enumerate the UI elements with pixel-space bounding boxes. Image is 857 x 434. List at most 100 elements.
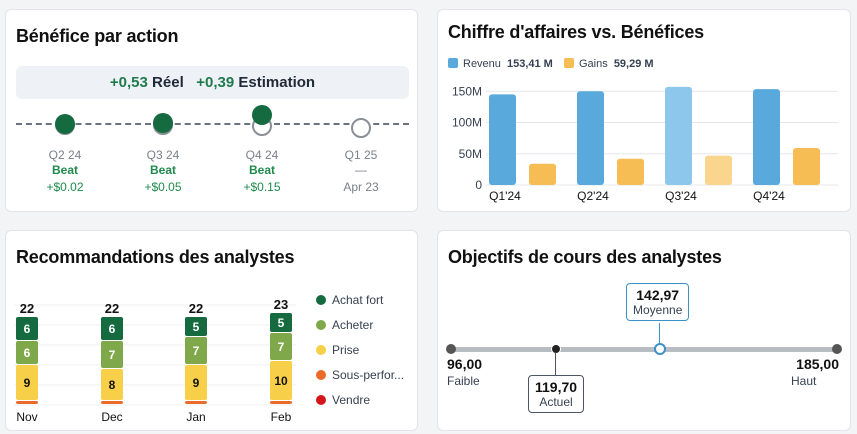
revenue-bar (577, 91, 604, 185)
eps-card: Bénéfice par action +0,53 Réel +0,39 Est… (5, 9, 418, 212)
eps-status: — (355, 163, 367, 177)
legend-underperform[interactable]: Sous-perfor... (316, 368, 404, 382)
eps-estimate-value: +0,39 (196, 74, 235, 91)
legend-label: Sous-perfor... (332, 368, 405, 382)
current-price-value: 119,70 (535, 379, 578, 395)
eps-quarter-q2[interactable]: Q2 24 Beat +$0.02 (30, 110, 100, 194)
segment-value: 10 (274, 374, 288, 388)
stack-segment (270, 333, 292, 360)
segment-value: 9 (193, 376, 200, 390)
eps-actual-marker (153, 113, 173, 133)
high-target-value: 185,00 (796, 356, 839, 372)
stack-segment (101, 341, 123, 368)
average-target-box[interactable]: 142,97 Moyenne (626, 283, 690, 321)
stack-segment (270, 313, 292, 332)
legend-value: 59,29 M (613, 58, 654, 70)
segment-value: 6 (109, 322, 116, 336)
y-tick-label: 100M (452, 116, 482, 130)
y-tick-label: 150M (452, 84, 482, 98)
average-target-label: Moyenne (633, 303, 683, 317)
bar-total: 22 (20, 301, 34, 316)
legend-dot (316, 320, 326, 330)
recommendations-title: Recommandations des analystes (16, 247, 295, 267)
eps-status: Beat (149, 163, 176, 177)
stack-segment (270, 361, 292, 400)
legend-buy[interactable]: Acheter (316, 318, 373, 332)
legend-swatch (448, 58, 458, 68)
stack-segment (185, 337, 207, 364)
legend-label: Gains (579, 58, 608, 70)
revenue-bar-chart: 0 50M 100M 150M Q1'24 Q2'24 Q3'24 Q4'24 (452, 84, 838, 203)
revenue-bar (489, 94, 516, 185)
recommendations-stacked-chart: 9 6 6 22 Nov 8 7 6 22 Dec 9 7 5 22 Jan 10 7 5 23 Feb (14, 297, 296, 424)
bar-total: 22 (105, 301, 119, 316)
analyst-recommendations-card: Recommandations des analystes 9 6 6 22 Nov 8 7… (5, 230, 418, 431)
y-tick-label: 0 (475, 178, 482, 192)
legend-revenue[interactable]: Revenu 153,41 M (448, 58, 553, 70)
stack-segment (16, 317, 38, 340)
eps-actual-value: +0,53 (109, 74, 148, 91)
current-price-label: Actuel (539, 395, 573, 409)
stack-segment (101, 369, 123, 400)
earnings-bar (617, 158, 644, 185)
eps-quarter-label: Q1 25 (344, 148, 378, 162)
bar-total: 23 (274, 297, 288, 312)
earnings-bar (705, 155, 732, 185)
legend-dot (316, 345, 326, 355)
price-target-title: Objectifs de cours des analystes (448, 247, 722, 267)
legend-label: Achat fort (332, 293, 384, 307)
eps-summary-banner: +0,53 Réel +0,39 Estimation (16, 66, 409, 99)
x-tick-label: Q2'24 (577, 189, 609, 203)
eps-quarter-q3[interactable]: Q3 24 Beat +$0.05 (128, 110, 198, 194)
segment-value: 7 (193, 344, 200, 358)
eps-actual-marker (252, 105, 272, 125)
eps-status: Beat (51, 163, 78, 177)
price-range-track (450, 347, 837, 352)
low-target-marker (446, 344, 456, 354)
stack-segment (101, 401, 123, 404)
stack-segment (185, 401, 207, 404)
x-tick-label: Jan (186, 410, 205, 424)
eps-quarter-q4[interactable]: Q4 24 Beat +$0.15 (227, 105, 297, 194)
legend-sell[interactable]: Vendre (316, 393, 370, 407)
average-target-marker (654, 343, 666, 355)
legend-dot (316, 295, 326, 305)
legend-strong-buy[interactable]: Achat fort (316, 293, 383, 307)
stack-segment (185, 365, 207, 400)
average-stem (659, 323, 660, 345)
eps-title: Bénéfice par action (16, 26, 179, 46)
eps-actual-label: Réel (152, 74, 184, 91)
eps-surprise: +$0.15 (243, 180, 281, 194)
eps-estimate-label: Estimation (238, 74, 316, 91)
eps-axis-line (16, 123, 409, 125)
low-target-value: 96,00 (447, 356, 483, 372)
legend-label: Prise (332, 343, 360, 357)
revenue-bar (665, 86, 692, 185)
stack-segment (270, 401, 292, 404)
high-target-marker (832, 344, 842, 354)
revenue-title: Chiffre d'affaires vs. Bénéfices (448, 22, 704, 42)
eps-quarter-label: Q2 24 (48, 148, 82, 162)
eps-quarter-q1-next[interactable]: Q1 25 — Apr 23 (326, 110, 396, 194)
eps-report-date: Apr 23 (343, 180, 379, 194)
segment-value: 5 (193, 320, 200, 334)
segment-value: 6 (24, 346, 31, 360)
legend-earnings[interactable]: Gains 59,29 M (564, 58, 654, 70)
x-tick-label: Q3'24 (665, 189, 697, 203)
legend-hold[interactable]: Prise (316, 343, 359, 357)
revenue-vs-earnings-card: Chiffre d'affaires vs. Bénéfices Revenu … (437, 9, 851, 212)
y-tick-label: 50M (459, 147, 482, 161)
segment-value: 7 (109, 348, 116, 362)
legend-label: Revenu (463, 58, 501, 70)
segment-value: 7 (278, 340, 285, 354)
current-price-box[interactable]: 119,70 Actuel (528, 375, 585, 413)
revenue-bar (753, 89, 780, 185)
x-tick-label: Nov (16, 410, 37, 424)
high-target-label: Haut (791, 374, 817, 388)
segment-value: 9 (24, 376, 31, 390)
current-stem (555, 353, 556, 375)
stack-segment (16, 341, 38, 364)
earnings-bar (529, 163, 556, 185)
legend-label: Vendre (332, 393, 371, 407)
eps-actual-marker (55, 114, 75, 134)
